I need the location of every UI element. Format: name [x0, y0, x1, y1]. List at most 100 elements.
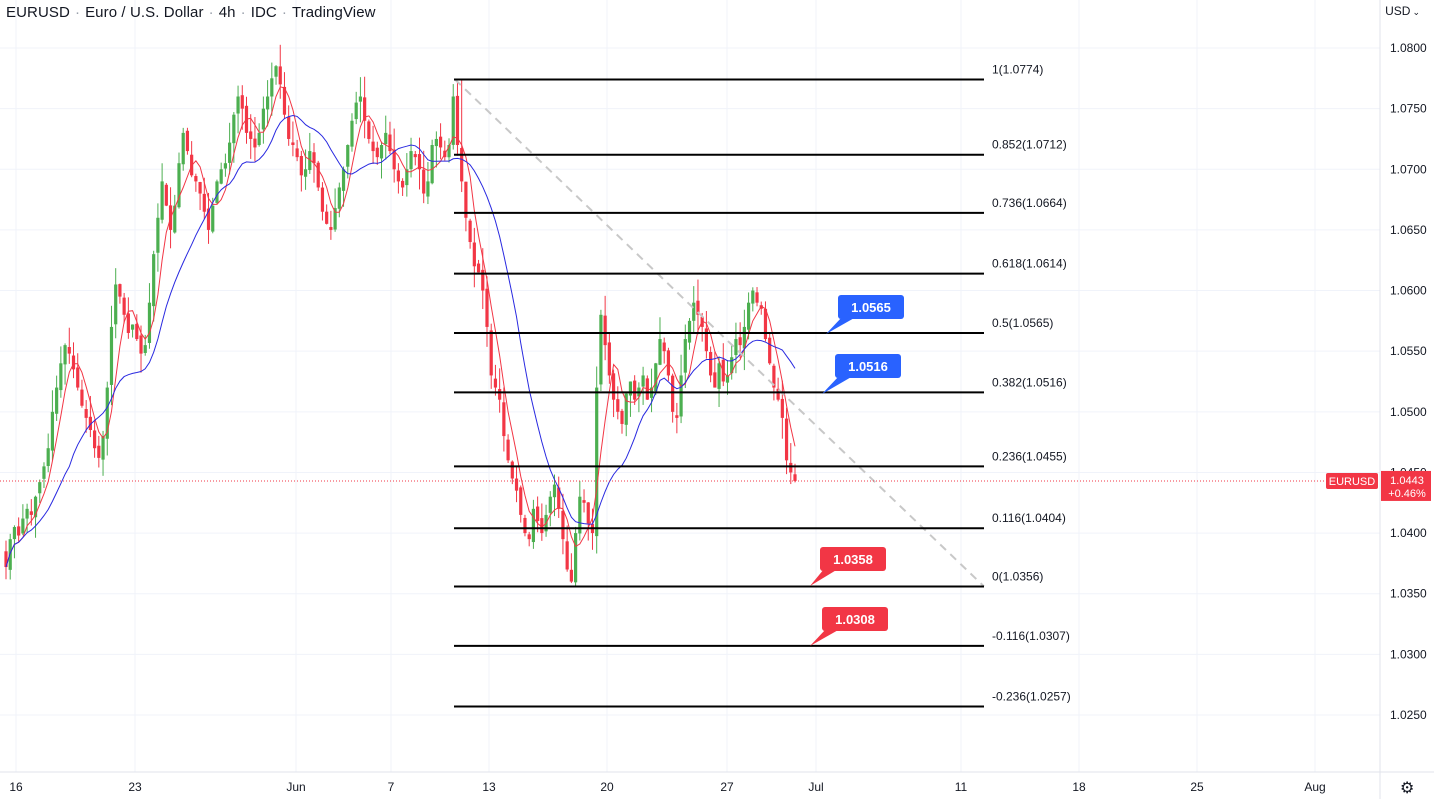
candle — [363, 76, 367, 139]
time-axis-tick-label: 25 — [1190, 780, 1204, 794]
candle-body — [548, 496, 552, 513]
last-price-badge: 1.0443+0.46% — [1381, 470, 1431, 501]
candle-body — [599, 314, 603, 385]
candle-body — [430, 145, 434, 184]
fib-level-label: -0.236(1.0257) — [992, 690, 1071, 704]
candle — [33, 495, 38, 538]
price-callout[interactable]: 1.0308 — [810, 607, 888, 646]
candle — [329, 210, 333, 240]
price-callout[interactable]: 1.0516 — [822, 354, 901, 394]
candle — [392, 128, 396, 183]
candle-body — [274, 66, 278, 77]
candle-body — [472, 242, 476, 267]
candle-body — [611, 373, 616, 400]
candle — [147, 283, 152, 349]
candle-body — [510, 461, 514, 479]
candle-body — [717, 363, 721, 389]
fib-level-label: -0.116(1.0307) — [992, 629, 1070, 643]
candle-body — [540, 518, 544, 534]
price-axis[interactable]: 1.0800 1.0750 1.0700 1.0650 1.0600 1.0550 1.05… — [1390, 41, 1427, 722]
price-axis-tick-label: 1.0650 — [1390, 223, 1427, 237]
price-axis-tick-label: 1.0550 — [1390, 344, 1427, 358]
candle — [17, 517, 21, 542]
candle-body — [198, 182, 202, 194]
candle-body — [409, 151, 413, 170]
candle-body — [514, 478, 519, 491]
candle — [21, 504, 25, 536]
candle — [160, 163, 164, 224]
candle — [384, 115, 388, 160]
candle — [240, 85, 244, 130]
candle-body — [46, 448, 50, 467]
candle — [63, 343, 67, 385]
price-axis-tick-label: 1.0800 — [1390, 41, 1427, 55]
time-axis[interactable]: 16 23 Jun 7 13 20 27 Jul 11 18 25 Aug — [9, 780, 1325, 794]
time-axis-tick-label: 7 — [388, 780, 395, 794]
candle — [628, 381, 633, 417]
candle — [422, 150, 426, 204]
candle — [177, 152, 181, 209]
currency-selector[interactable]: USD ⌄ — [1385, 4, 1420, 18]
candle — [354, 91, 358, 125]
candle-body — [320, 187, 325, 212]
candle-body — [489, 330, 493, 376]
candle — [671, 373, 675, 423]
candle — [367, 119, 371, 144]
candle — [152, 250, 156, 322]
candle — [734, 322, 738, 374]
candle-body — [768, 337, 772, 364]
candle — [25, 503, 29, 534]
candle — [413, 150, 417, 166]
price-axis-tick-label: 1.0250 — [1390, 708, 1427, 722]
header-interval[interactable]: 4h — [218, 4, 236, 21]
price-axis-tick-label: 1.0600 — [1390, 284, 1427, 298]
candle — [282, 72, 287, 119]
candle-body — [565, 541, 569, 570]
candle-body — [114, 284, 118, 325]
candle — [130, 324, 135, 338]
candle-body — [417, 154, 422, 170]
candle — [164, 182, 168, 207]
candle — [603, 295, 607, 361]
candle — [12, 525, 17, 559]
last-price-value: 1.0443 — [1390, 475, 1424, 487]
time-axis-tick-label: 27 — [720, 780, 734, 794]
candle — [126, 297, 130, 339]
callout-pointer — [810, 569, 838, 586]
candle — [316, 160, 320, 192]
candle-body — [536, 506, 540, 521]
candle — [42, 462, 46, 488]
candle — [308, 132, 312, 174]
candle — [548, 491, 552, 527]
candle-body — [93, 430, 97, 449]
candle-body — [67, 347, 71, 354]
fibonacci-levels[interactable]: 1(1.0774) 0.852(1.0712) 0.736(1.0664) 0.618… — [454, 63, 1071, 708]
candle-body — [118, 284, 122, 297]
candle-body — [265, 96, 270, 110]
candle — [658, 317, 662, 366]
candle-body — [122, 297, 126, 315]
candle — [561, 493, 565, 555]
candle — [388, 121, 392, 154]
price-callout[interactable]: 1.0358 — [810, 547, 886, 586]
candle — [67, 327, 71, 364]
candle-body — [734, 339, 738, 355]
price-callout[interactable]: 1.0565 — [826, 295, 904, 334]
callout-box — [838, 295, 904, 319]
candle — [287, 105, 291, 146]
candle — [185, 127, 190, 155]
callout-label: 1.0308 — [835, 612, 875, 627]
candle-body — [270, 78, 274, 97]
candle — [443, 140, 447, 161]
callout-pointer — [826, 317, 856, 334]
gear-icon[interactable]: ⚙ — [1400, 780, 1415, 797]
candle-body — [206, 208, 211, 230]
header-symbol[interactable]: EURUSD — [6, 4, 70, 21]
candle — [536, 496, 540, 533]
candle — [270, 62, 274, 116]
fib-level-label: 0.618(1.0614) — [992, 257, 1067, 271]
candle — [215, 179, 219, 205]
candle-body — [422, 169, 426, 194]
